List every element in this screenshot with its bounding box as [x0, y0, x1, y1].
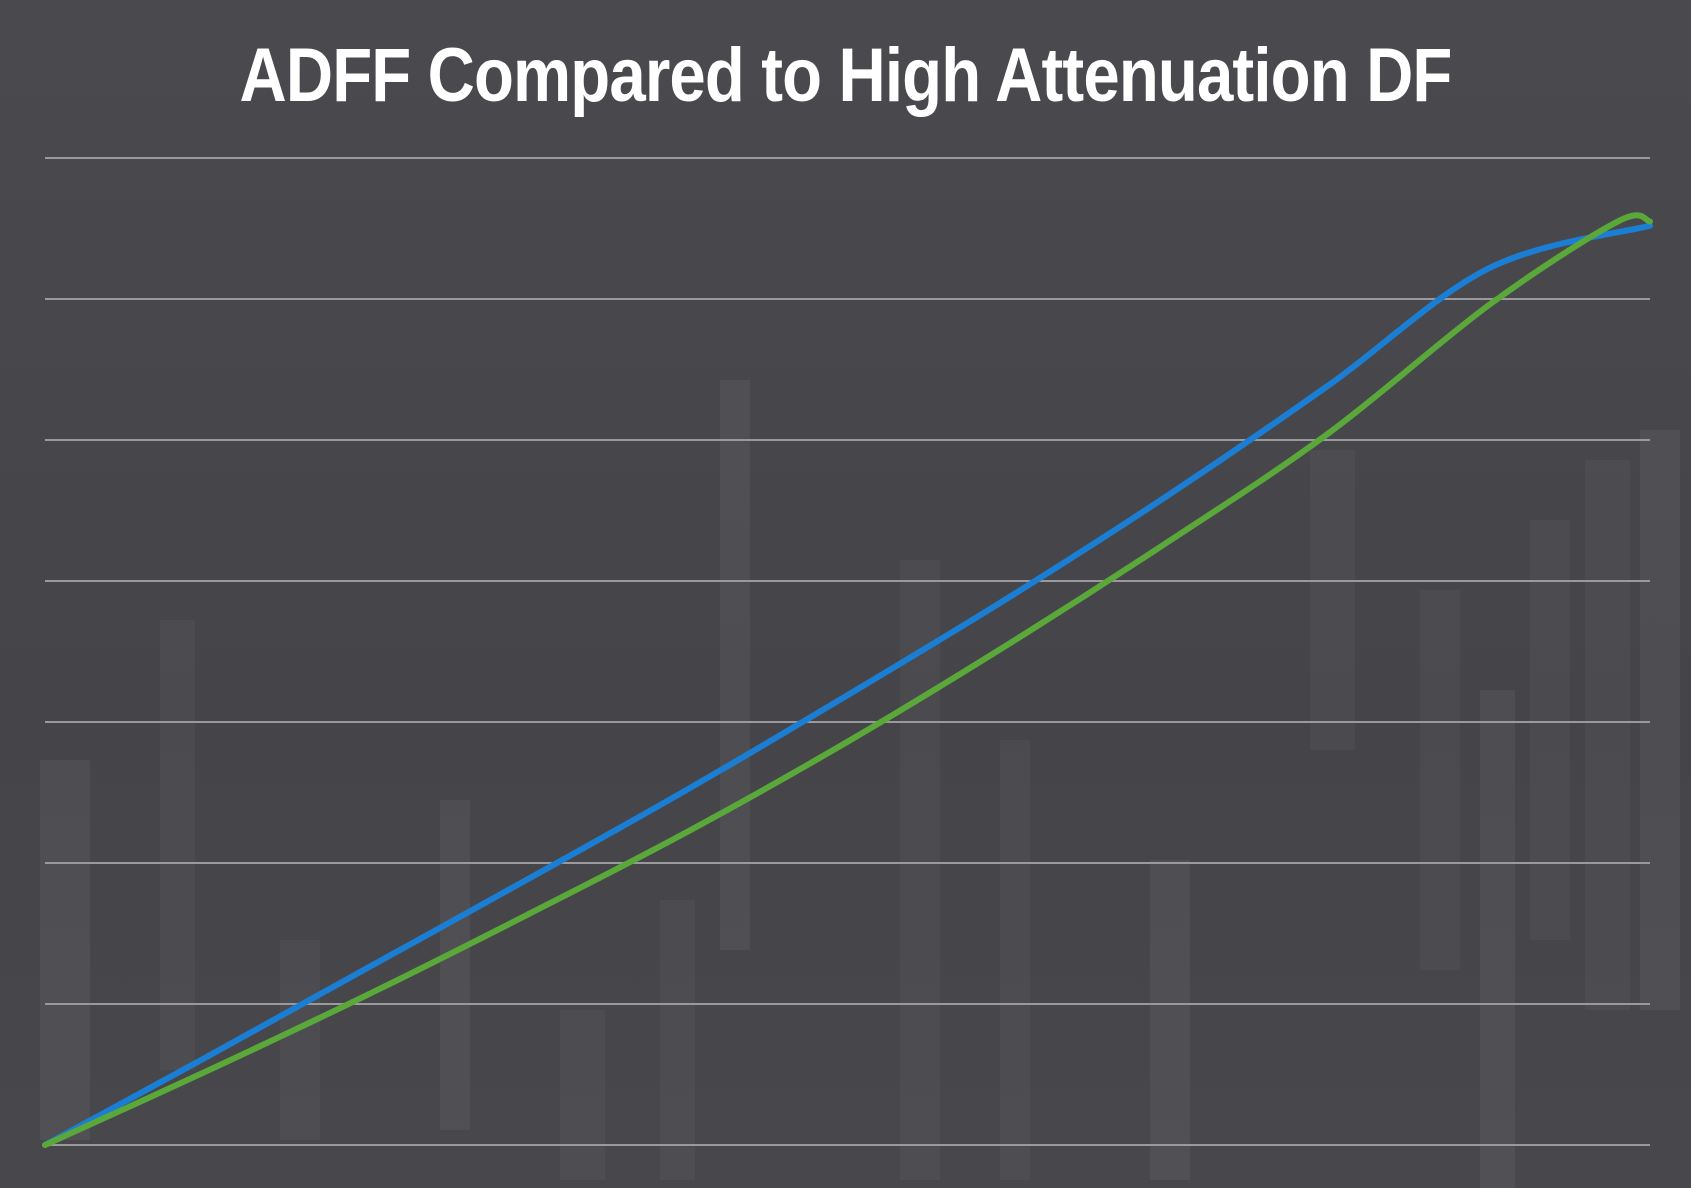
background-bar [440, 800, 470, 1130]
background-bar [720, 380, 750, 950]
series-line-2 [42, 212, 1653, 1148]
background-texture [40, 380, 1680, 1188]
background-bar [1640, 430, 1680, 1010]
chart-title: ADFF Compared to High Attenuation DF [239, 33, 1453, 118]
background-bar [160, 620, 195, 1070]
grid-lines [45, 157, 1650, 1146]
background-bar [560, 1010, 605, 1180]
background-bar [1530, 520, 1570, 940]
background-bar [1480, 690, 1515, 1188]
background-bar [40, 760, 90, 1140]
background-bar [1000, 740, 1030, 1180]
background-bar [1310, 450, 1355, 750]
background-bar [1150, 860, 1190, 1180]
background-bar [280, 940, 320, 1140]
background-bar [1585, 460, 1630, 1010]
background-bar [660, 900, 695, 1180]
series-line-1 [42, 222, 1653, 1148]
series-lines [42, 212, 1653, 1148]
background-bar [1420, 590, 1460, 970]
